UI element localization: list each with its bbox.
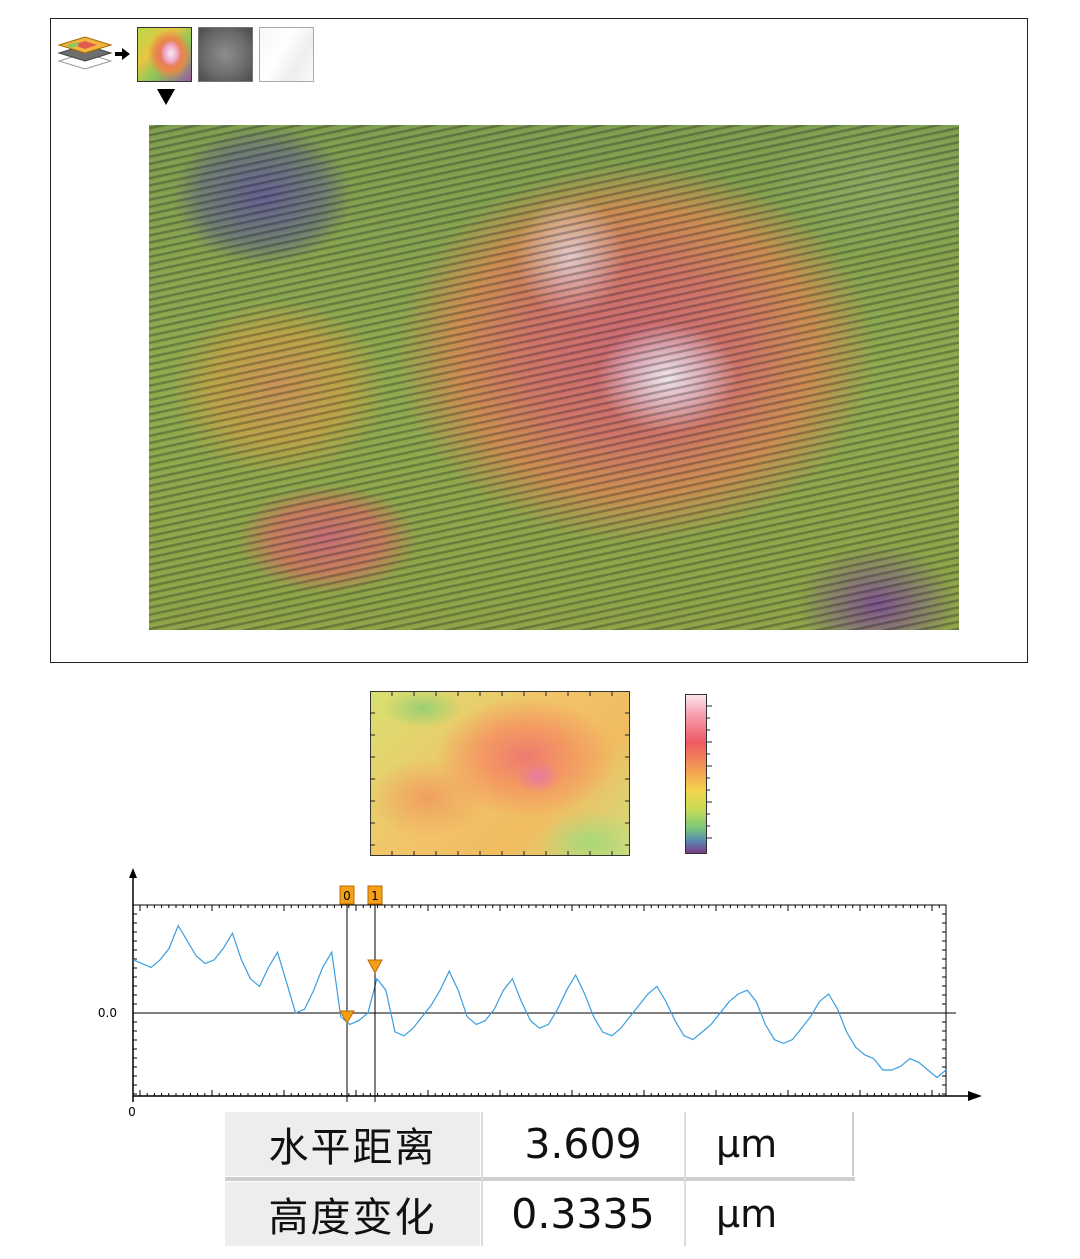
measurement-unit: μm (686, 1112, 855, 1176)
measurement-label: 水平距离 (225, 1112, 480, 1176)
arrow-right-icon (115, 48, 130, 60)
measurement-unit: μm (686, 1182, 855, 1246)
surface-viewer-panel (50, 18, 1028, 663)
cursor-1-flag[interactable] (367, 885, 383, 905)
cursor-0-flag[interactable] (339, 885, 355, 905)
cursor-1[interactable]: 1 (367, 885, 383, 1102)
row-separator (225, 1177, 855, 1181)
measurement-value: 3.609 (483, 1112, 683, 1176)
axis-ticks (133, 905, 946, 1096)
height-colorbar (685, 694, 712, 854)
measurement-label: 高度变化 (225, 1182, 480, 1246)
cursor-0-marker (339, 1010, 355, 1024)
measurement-row-height-change: 高度变化 0.3335 μm (225, 1182, 855, 1246)
x-axis-arrow (968, 1091, 982, 1101)
cursor-0-label: 0 (343, 889, 351, 903)
cursor-1-marker (367, 959, 383, 975)
measurement-row-horizontal-distance: 水平距离 3.609 μm (225, 1112, 855, 1176)
cursor-0[interactable]: 0 (339, 885, 355, 1102)
column-separator (481, 1112, 483, 1246)
y-zero-label: 0.0 (98, 1006, 117, 1020)
map-ticks (370, 691, 630, 856)
color-height-map-thumbnail[interactable] (137, 27, 192, 82)
profile-line (132, 924, 947, 1079)
column-separator (684, 1112, 686, 1246)
cursor-1-label: 1 (371, 889, 379, 903)
x-origin-label: 0 (128, 1105, 136, 1119)
table-edge (852, 1112, 854, 1176)
plot-frame (132, 904, 947, 1097)
3d-surface-render[interactable] (149, 125, 959, 630)
2d-height-map[interactable] (370, 691, 630, 856)
colorbar-ticks (707, 705, 712, 839)
measurement-table: 水平距离 3.609 μm 高度变化 0.3335 μm (225, 1112, 855, 1246)
selected-thumbnail-marker (157, 89, 175, 105)
y-axis-arrow (129, 868, 137, 878)
height-profile-plot[interactable]: 0.0 0 0 1 (80, 862, 1000, 1124)
measurement-value: 0.3335 (483, 1182, 683, 1246)
layers-icon[interactable] (57, 29, 113, 79)
grayscale-map-thumbnail[interactable] (198, 27, 253, 82)
white-map-thumbnail[interactable] (259, 27, 314, 82)
